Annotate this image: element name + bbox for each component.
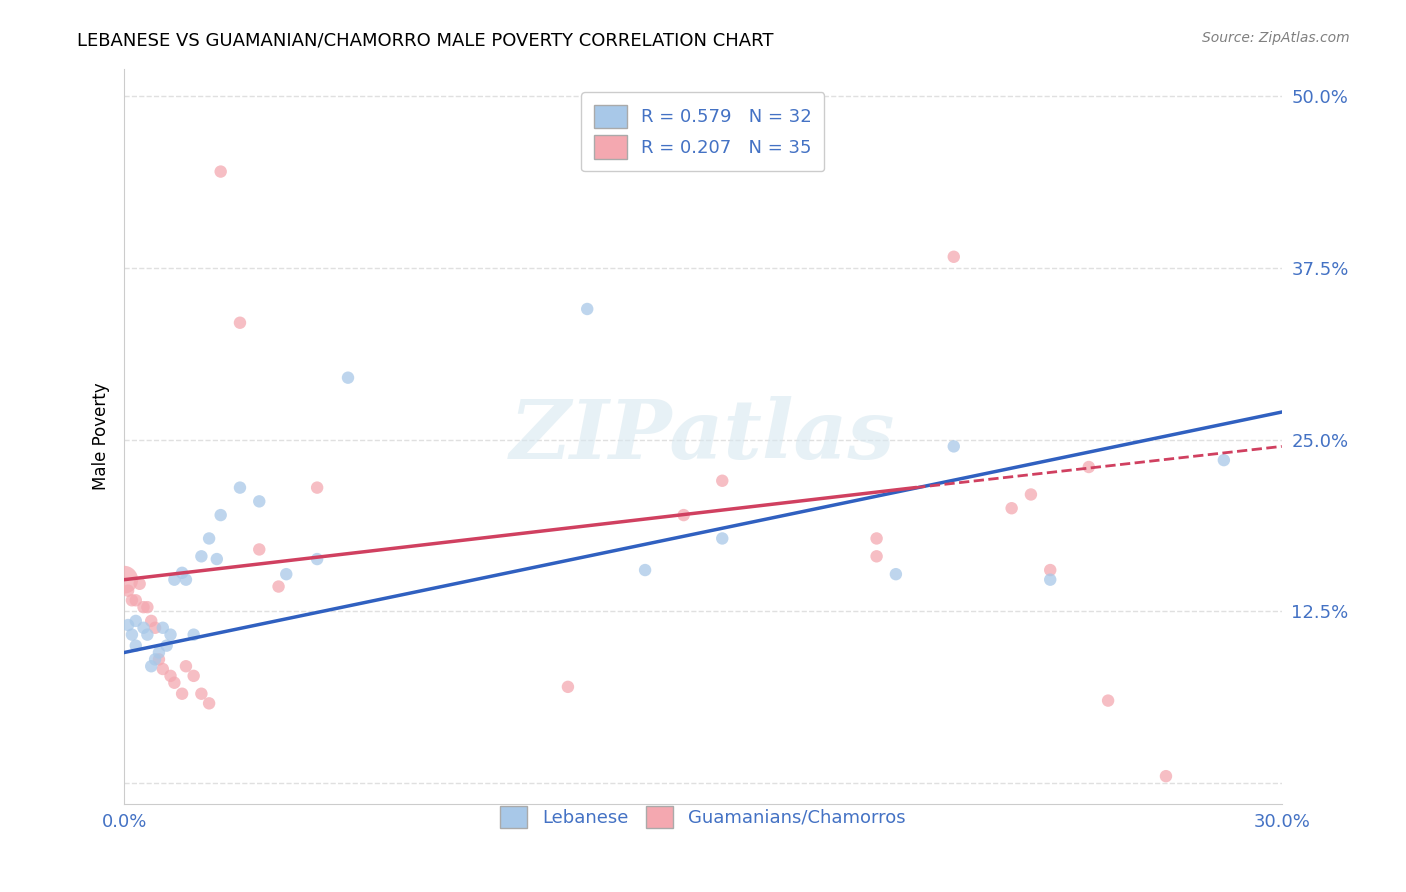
Point (557, 680, 579, 694)
Point (128, 576, 150, 591)
Point (229, 481, 252, 495)
Point (148, 652, 170, 666)
Point (152, 662, 174, 676)
Point (276, 567, 298, 582)
Point (247, 494, 270, 508)
Point (307, 552, 329, 566)
Text: Source: ZipAtlas.com: Source: ZipAtlas.com (1202, 31, 1350, 45)
Point (132, 600, 155, 615)
Point (183, 627, 205, 641)
Point (163, 675, 186, 690)
Point (1001, 501, 1024, 516)
Point (672, 508, 695, 522)
Point (117, 583, 139, 598)
Point (711, 474, 734, 488)
Text: ZIPatlas: ZIPatlas (510, 396, 896, 476)
Point (172, 566, 194, 580)
Point (209, 508, 232, 522)
Text: LEBANESE VS GUAMANIAN/CHAMORRO MALE POVERTY CORRELATION CHART: LEBANESE VS GUAMANIAN/CHAMORRO MALE POVE… (77, 31, 773, 49)
Point (865, 532, 887, 546)
Point (163, 573, 186, 587)
Point (174, 659, 197, 673)
Point (148, 646, 170, 660)
Point (159, 669, 181, 683)
Point (267, 580, 290, 594)
Point (183, 669, 205, 683)
Point (337, 370, 360, 384)
Point (117, 618, 139, 632)
Legend: Lebanese, Guamanians/Chamorros: Lebanese, Guamanians/Chamorros (494, 798, 912, 835)
Point (174, 573, 197, 587)
Point (884, 567, 907, 582)
Point (159, 627, 181, 641)
Point (141, 659, 163, 673)
Point (121, 627, 143, 641)
Point (942, 250, 965, 264)
Point (711, 532, 734, 546)
Point (198, 697, 221, 711)
Point (136, 627, 159, 641)
Point (1039, 573, 1062, 587)
Point (125, 593, 148, 607)
Point (209, 164, 232, 178)
Point (190, 687, 212, 701)
Point (132, 621, 155, 635)
Point (136, 600, 159, 615)
Y-axis label: Male Poverty: Male Poverty (93, 383, 110, 490)
Point (1077, 460, 1099, 475)
Point (125, 614, 148, 628)
Point (198, 532, 221, 546)
Point (1097, 693, 1119, 707)
Point (125, 639, 148, 653)
Point (865, 549, 887, 564)
Point (229, 316, 252, 330)
Point (143, 621, 166, 635)
Point (1019, 487, 1042, 501)
Point (576, 301, 599, 316)
Point (205, 552, 228, 566)
Point (143, 652, 166, 666)
Point (1154, 769, 1177, 783)
Point (112, 573, 135, 587)
Point (156, 639, 179, 653)
Point (247, 542, 270, 557)
Point (172, 687, 194, 701)
Point (121, 593, 143, 607)
Point (942, 439, 965, 453)
Point (1039, 563, 1062, 577)
Point (152, 621, 174, 635)
Point (190, 549, 212, 564)
Point (307, 481, 329, 495)
Point (1212, 453, 1234, 467)
Point (634, 563, 657, 577)
Point (141, 614, 163, 628)
